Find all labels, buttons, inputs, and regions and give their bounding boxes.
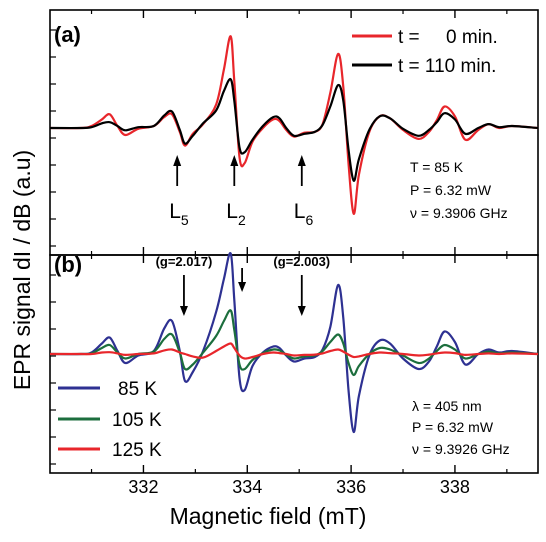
arrow-a-label: L2	[226, 200, 246, 228]
arrow-b-label: (g=2.017)	[156, 254, 213, 269]
legend-b-label-2: 125 K	[112, 440, 162, 461]
arrow-a-subscript: 6	[305, 212, 313, 228]
panel-b-param-2: ν = 9.3926 GHz	[412, 441, 510, 457]
legend-a-label-1: t = 110 min.	[398, 56, 496, 77]
x-tick-label: 332	[128, 477, 158, 497]
arrow-b-head	[297, 306, 306, 316]
panel-a-param-1: P = 6.32 mW	[410, 182, 492, 198]
panel-a-param-0: T = 85 K	[410, 159, 464, 175]
legend-b-label-0: 85 K	[118, 379, 157, 400]
axis-ticks	[50, 10, 508, 473]
arrow-annotations: L5 L2 L6 (g=2.017) (g=2.003)	[156, 155, 330, 316]
panel-b-frame	[49, 254, 539, 474]
arrow-b-head	[179, 306, 188, 316]
legend-b-label-1: 105 K	[112, 410, 162, 431]
y-axis-title: EPR signal dI / dB (a.u)	[9, 150, 35, 390]
series-line-1-2	[49, 342, 539, 360]
panel-b-param-1: P = 6.32 mW	[412, 419, 494, 435]
arrow-a-subscript: 2	[238, 212, 246, 228]
arrow-a-label: L6	[294, 200, 314, 228]
legend-b: 85 K 105 K 125 K	[58, 379, 162, 461]
panel-b-series	[49, 252, 539, 434]
series-line-0-1	[49, 78, 539, 182]
arrow-b-head	[238, 282, 247, 292]
x-axis-title: Magnetic field (mT)	[170, 503, 367, 529]
panel-label-a: (a)	[54, 22, 81, 47]
arrow-a-label: L5	[169, 200, 189, 228]
legend-a-label-0: t = 0 min.	[398, 27, 498, 48]
arrow-a-head	[230, 155, 239, 166]
panel-a-series	[49, 35, 539, 215]
panel-b-param-0: λ = 405 nm	[412, 398, 482, 414]
x-tick-label: 334	[232, 477, 262, 497]
x-tick-label: 338	[440, 477, 470, 497]
arrow-a-head	[173, 155, 182, 166]
x-tick-labels: 332 334 336 338	[128, 477, 470, 497]
panel-label-b: (b)	[54, 252, 82, 277]
x-tick-label: 336	[336, 477, 366, 497]
arrow-a-head	[297, 155, 306, 166]
arrow-a-subscript: 5	[181, 212, 189, 228]
arrow-b-label: (g=2.003)	[273, 254, 330, 269]
legend-a: t = 0 min. t = 110 min.	[352, 27, 498, 77]
panel-a-param-2: ν = 9.3906 GHz	[410, 205, 508, 221]
